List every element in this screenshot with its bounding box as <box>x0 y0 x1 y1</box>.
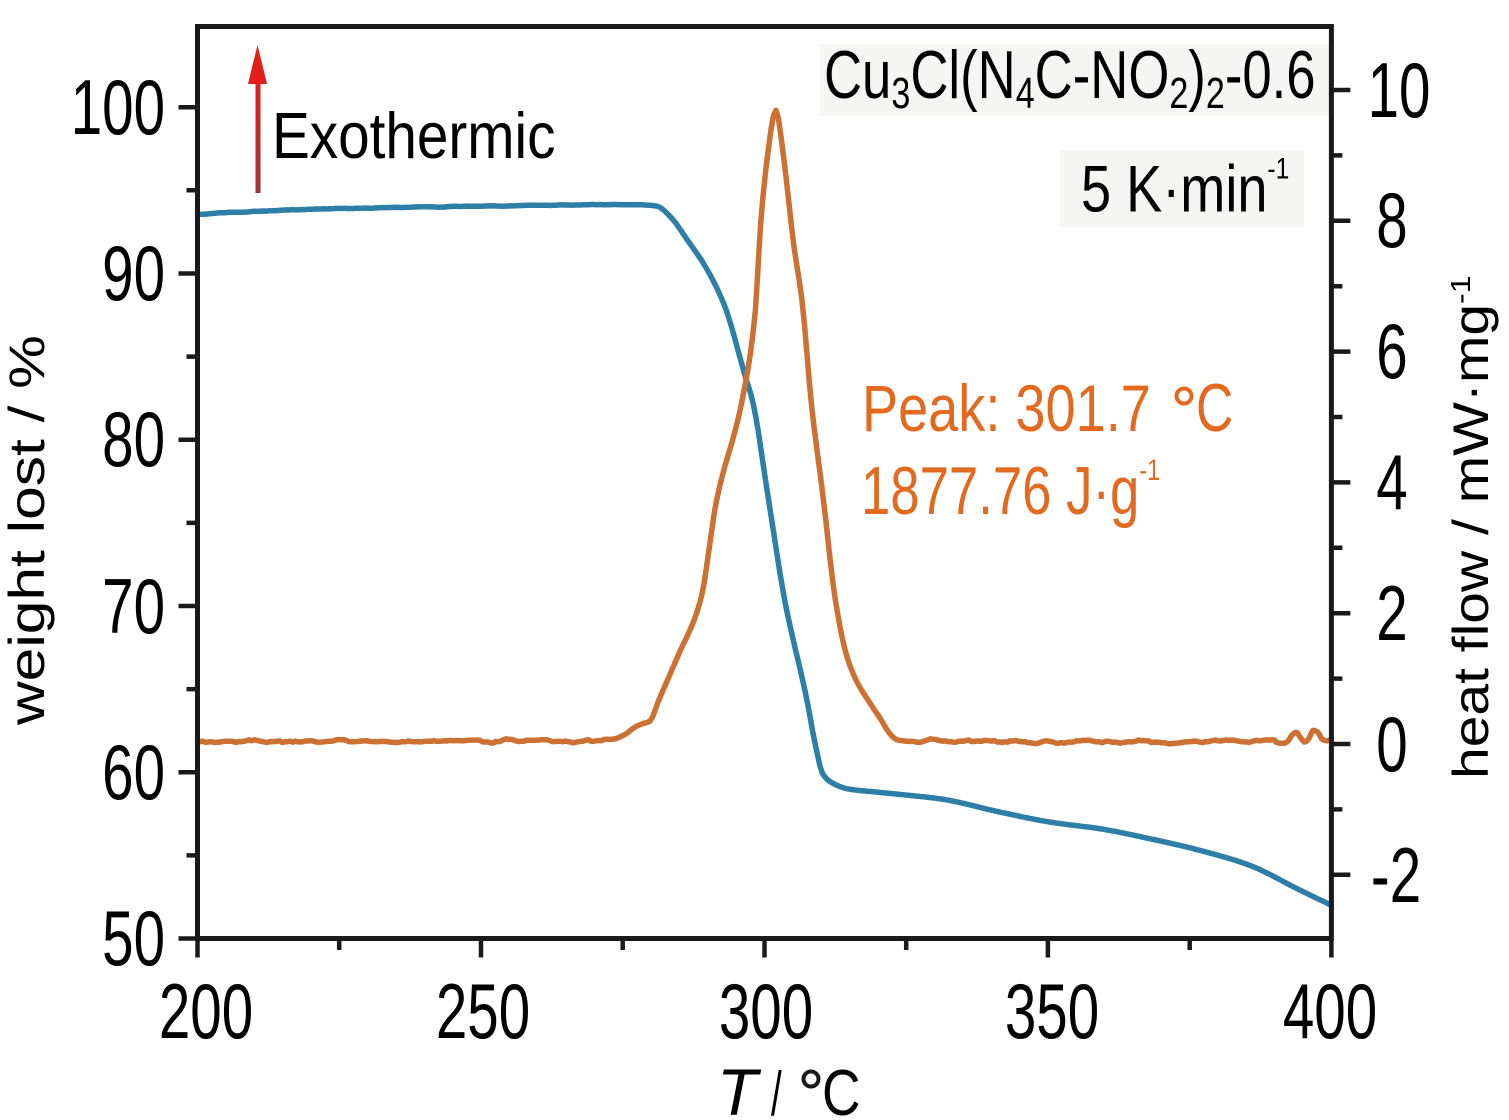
svg-text:60: 60 <box>102 730 165 816</box>
svg-text:200: 200 <box>159 969 253 1055</box>
svg-text:350: 350 <box>1005 969 1099 1055</box>
svg-text:C: C <box>1196 369 1233 446</box>
svg-text:C: C <box>822 1056 860 1120</box>
svg-text:8: 8 <box>1376 178 1407 264</box>
svg-text:250: 250 <box>436 969 530 1055</box>
svg-text:2: 2 <box>1376 571 1407 657</box>
svg-text:/: / <box>771 1059 782 1120</box>
svg-text:weight lost / %: weight lost / % <box>0 335 55 726</box>
svg-text:heat flow / mW·mg-1: heat flow / mW·mg-1 <box>1443 276 1499 779</box>
svg-text:Peak: 301.7: Peak: 301.7 <box>862 371 1151 445</box>
svg-text:300: 300 <box>719 969 813 1055</box>
svg-text:6: 6 <box>1376 309 1407 395</box>
svg-text:-2: -2 <box>1371 833 1421 919</box>
svg-text:70: 70 <box>102 564 165 650</box>
svg-text:1877.76 J·g-1: 1877.76 J·g-1 <box>861 453 1160 529</box>
svg-text:10: 10 <box>1368 48 1431 134</box>
svg-text:100: 100 <box>71 65 165 151</box>
svg-text:0: 0 <box>1376 702 1407 788</box>
svg-text:4: 4 <box>1376 440 1407 526</box>
svg-text:T: T <box>717 1055 762 1120</box>
svg-text:50: 50 <box>102 896 165 982</box>
svg-text:80: 80 <box>102 397 165 483</box>
svg-text:Exothermic: Exothermic <box>272 99 555 171</box>
svg-text:90: 90 <box>102 231 165 317</box>
svg-text:400: 400 <box>1283 969 1377 1055</box>
svg-text:5 K·min-1: 5 K·min-1 <box>1081 151 1289 226</box>
